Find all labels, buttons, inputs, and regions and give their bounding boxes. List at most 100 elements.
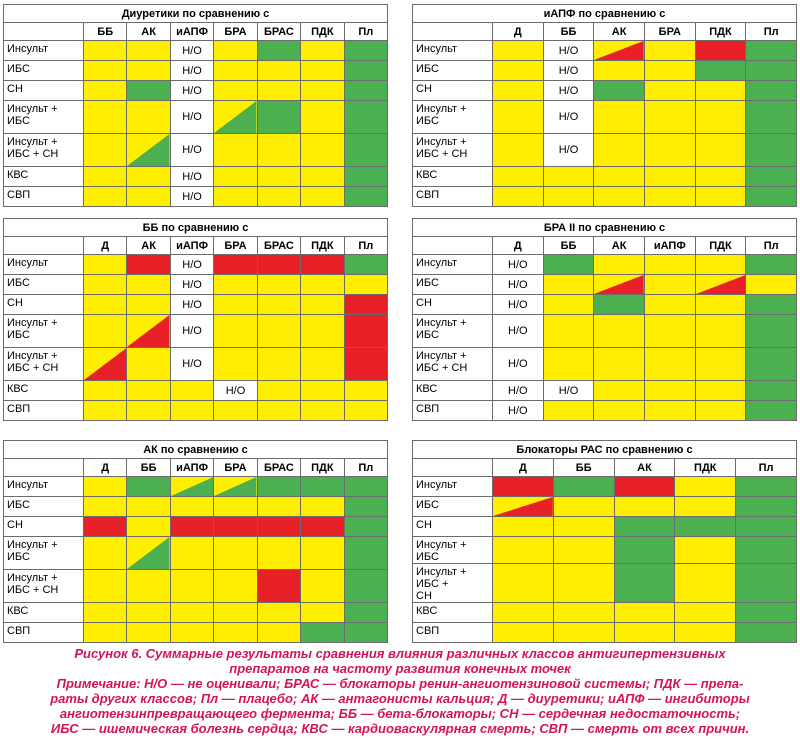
result-cell: [82, 40, 128, 61]
result-cell: [82, 274, 128, 295]
not-evaluated-text: Н/О: [558, 44, 579, 57]
result-cell: Н/О: [492, 380, 544, 401]
result-cell: Н/О: [542, 80, 595, 101]
result-cell: [256, 314, 302, 348]
result-cell: [213, 516, 258, 537]
figure-caption: Рисунок 6. Суммарные результаты сравнени…: [0, 646, 800, 676]
row-label-line: ИБС + СН: [416, 362, 468, 374]
result-cell: [126, 40, 171, 61]
result-cell: [126, 314, 171, 348]
result-cell: [343, 622, 389, 643]
result-cell: [126, 274, 171, 295]
result-cell: [213, 274, 258, 295]
not-evaluated-text: Н/О: [182, 170, 202, 183]
result-cell: [694, 347, 747, 381]
result-cell: [126, 294, 171, 315]
table-row: ИБС Н/О: [412, 274, 797, 295]
diagonal-split-marker: [594, 275, 644, 294]
row-label: КВС: [412, 380, 493, 401]
result-cell: [126, 496, 171, 517]
result-cell: Н/О: [492, 347, 544, 381]
result-cell: [593, 166, 645, 187]
column-header: Пл: [343, 458, 389, 477]
result-cell: [300, 622, 345, 643]
column-header: Пл: [745, 236, 797, 255]
result-cell: [126, 380, 171, 401]
result-cell: [735, 563, 797, 603]
row-label-line: Инсульт + ИБС +: [416, 566, 467, 590]
row-label-line: СВП: [416, 189, 440, 201]
result-cell: [213, 166, 258, 187]
column-header: АК: [126, 22, 171, 41]
result-cell: [82, 516, 128, 537]
row-label-line: СН: [7, 83, 23, 95]
result-cell: [343, 314, 389, 348]
result-cell: [169, 380, 215, 401]
result-cell: [300, 602, 345, 623]
row-label: СВП: [3, 186, 84, 207]
table-row: ИБС: [412, 496, 797, 517]
result-cell: [82, 347, 128, 381]
triangle-fill: [594, 275, 644, 294]
column-header: Д: [82, 458, 128, 477]
column-header: иАПФ: [169, 22, 215, 41]
result-cell: [300, 347, 345, 381]
result-cell: [735, 622, 797, 643]
header-corner-cell: [412, 458, 493, 477]
result-cell: [256, 133, 302, 167]
result-cell: [169, 516, 215, 537]
result-cell: [213, 400, 258, 421]
result-cell: [643, 60, 696, 81]
table-row: КВС: [412, 602, 797, 623]
row-label-line: СН: [416, 83, 432, 95]
row-label-line: СВП: [7, 403, 31, 415]
table-row: ИБС: [3, 496, 389, 517]
result-cell: [492, 563, 554, 603]
table-row: Инсульт + ИБС + СН: [412, 563, 797, 603]
table-title: БРА II по сравнению с: [412, 218, 797, 237]
result-cell: [256, 254, 302, 275]
row-label: КВС: [412, 602, 493, 623]
table-row: СН Н/О: [412, 294, 797, 315]
result-cell: [126, 100, 171, 134]
not-evaluated-text: Н/О: [508, 358, 528, 370]
result-cell: [169, 536, 215, 570]
result-cell: [300, 254, 345, 275]
result-cell: [542, 274, 595, 295]
result-cell: [256, 400, 302, 421]
result-cell: [213, 40, 258, 61]
row-label-line: ИБС: [416, 63, 439, 75]
result-cell: [613, 536, 676, 564]
result-cell: [613, 496, 676, 517]
row-label-line: ИБС: [7, 551, 30, 563]
result-cell: [213, 602, 258, 623]
result-cell: [343, 516, 389, 537]
column-header: Д: [82, 236, 128, 255]
result-cell: Н/О: [169, 186, 215, 207]
row-label: Инсульт + ИБС + СН: [412, 563, 493, 603]
result-cell: Н/О: [542, 380, 595, 401]
result-cell: [593, 400, 645, 421]
result-cell: [169, 400, 215, 421]
row-label: СВП: [412, 186, 493, 207]
result-cell: Н/О: [169, 274, 215, 295]
result-cell: [82, 622, 128, 643]
result-cell: [745, 274, 797, 295]
caption-line-1: Рисунок 6. Суммарные результаты сравнени…: [74, 646, 726, 661]
result-cell: [82, 400, 128, 421]
result-cell: Н/О: [169, 80, 215, 101]
result-cell: [169, 476, 215, 497]
not-evaluated-text: Н/О: [182, 64, 202, 77]
result-cell: [82, 80, 128, 101]
triangle-fill: [84, 348, 127, 380]
diuretics-comparison-table: Диуретики по сравнению с ББ АК иАПФ БРА БРАС П…: [3, 4, 389, 207]
row-label-line: Инсульт: [416, 43, 458, 55]
result-cell: [735, 516, 797, 537]
diagonal-split-marker: [214, 101, 257, 133]
row-label-line: Инсульт +: [416, 350, 467, 362]
column-header: АК: [593, 236, 645, 255]
result-cell: [745, 40, 797, 61]
result-cell: Н/О: [169, 294, 215, 315]
arb-comparison-table: БРА II по сравнению с Д ББ АК иАПФ ПДК Пл Инсул…: [412, 218, 797, 421]
diagonal-split-marker: [214, 477, 257, 496]
